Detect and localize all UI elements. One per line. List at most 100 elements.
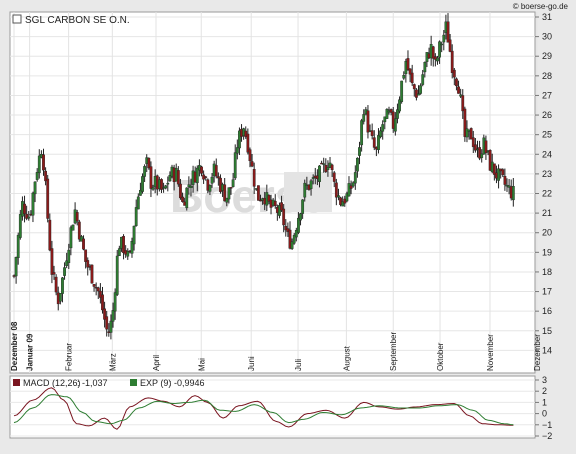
candle-down (103, 308, 106, 320)
candle-up (208, 185, 212, 192)
copyright-text: © boerse-go.de (513, 2, 569, 11)
month-label: Oktober (436, 342, 445, 371)
candle-up (58, 293, 62, 302)
candle-up (61, 277, 64, 294)
candle-down (77, 221, 81, 240)
candle-up (238, 130, 241, 149)
candle-up (27, 216, 31, 219)
candle-down (160, 179, 163, 190)
candle-down (246, 133, 250, 153)
candle-up (292, 234, 296, 244)
candle-up (341, 201, 345, 207)
candle-down (105, 316, 109, 330)
candle-down (280, 202, 283, 211)
candle-up (309, 180, 313, 189)
price-tick-label: 24 (542, 149, 552, 159)
candle-up (187, 184, 191, 188)
candle-down (101, 294, 104, 311)
price-panel (9, 11, 536, 374)
price-tick-label: 22 (542, 189, 552, 199)
candle-down (478, 147, 482, 159)
candle-up (115, 255, 119, 295)
exp-legend-value: -0,9946 (174, 378, 205, 388)
candle-up (132, 225, 136, 245)
candle-up (136, 196, 140, 210)
candle-up (358, 147, 361, 156)
candlesticks (12, 13, 515, 340)
month-label: August (342, 345, 351, 371)
price-tick-label: 17 (542, 287, 552, 297)
macd-panel (9, 375, 536, 439)
candle-down (471, 137, 475, 148)
candle-up (67, 249, 71, 264)
month-label: Januar 09 (26, 333, 35, 371)
candle-down (334, 182, 338, 198)
candle-down (349, 185, 353, 189)
candle-up (143, 166, 147, 177)
candle-down (366, 110, 370, 133)
candle-down (463, 108, 467, 137)
macd-tick-label: 0 (542, 409, 547, 419)
candle-down (75, 212, 79, 222)
candle-up (381, 124, 385, 132)
time-axis: Dezember 08 Januar 09 Februar März April Mai J… (10, 321, 542, 371)
candle-up (360, 120, 364, 146)
candle-up (351, 182, 355, 187)
candle-down (457, 86, 460, 94)
candle-down (488, 150, 492, 171)
candle-down (406, 58, 410, 70)
candle-up (417, 93, 420, 96)
candle-down (412, 84, 416, 90)
candle-down (330, 164, 334, 171)
macd-tick-label: −2 (542, 431, 552, 441)
candle-down (450, 50, 454, 74)
candle-down (461, 95, 465, 112)
price-grid (10, 16, 535, 351)
candle-down (248, 149, 252, 162)
exp-legend-colon: : (169, 378, 172, 388)
price-tick-label: 25 (542, 130, 552, 140)
candle-up (465, 128, 469, 138)
candle-down (82, 238, 85, 250)
candle-down (122, 236, 125, 254)
candle-down (176, 170, 180, 185)
candle-down (42, 154, 45, 171)
month-label: März (108, 353, 117, 371)
price-tick-label: 14 (542, 345, 552, 355)
candle-up (18, 214, 22, 238)
candle-up (294, 230, 298, 238)
candle-up (130, 241, 134, 254)
candle-up (337, 195, 340, 198)
price-tick-label: 30 (542, 32, 552, 42)
month-label: Mai (197, 358, 206, 371)
candle-down (452, 69, 456, 78)
candle-down (204, 176, 208, 178)
candle-up (225, 197, 229, 203)
candle-up (423, 62, 427, 73)
candle-down (96, 287, 100, 292)
candle-up (189, 185, 193, 188)
candle-up (69, 227, 73, 249)
month-label: Dezember (533, 334, 542, 371)
month-label: Juni (247, 356, 256, 371)
candle-up (139, 190, 142, 196)
candle-down (273, 200, 277, 207)
candle-down (448, 39, 452, 52)
candle-up (37, 155, 41, 174)
price-tick-label: 21 (542, 208, 552, 218)
candle-up (63, 267, 66, 276)
candle-down (256, 185, 260, 201)
candle-down (252, 168, 256, 187)
candle-up (442, 34, 446, 43)
candle-down (50, 248, 54, 275)
macd-tick-label: 2 (542, 386, 547, 396)
candle-down (54, 276, 58, 293)
candle-up (227, 187, 231, 200)
candle-down (216, 176, 220, 179)
candle-up (326, 167, 330, 170)
candle-down (46, 178, 50, 219)
candle-down (92, 284, 96, 287)
candle-down (484, 140, 488, 153)
candle-down (431, 46, 435, 59)
exp-signal-line (13, 394, 514, 426)
